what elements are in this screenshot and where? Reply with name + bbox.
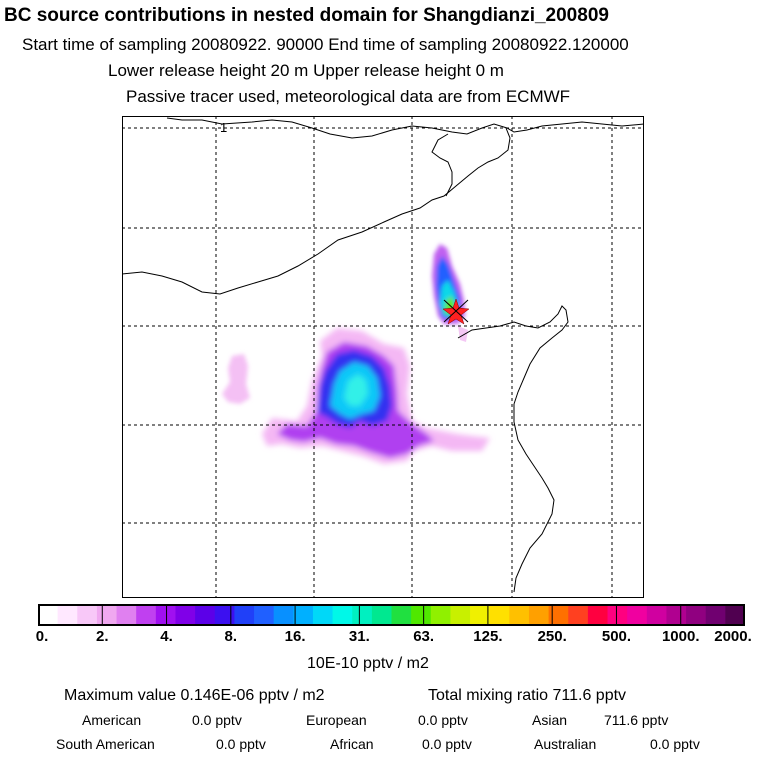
region-asian-value: 711.6 pptv	[604, 712, 669, 728]
colorbar-swatch	[371, 604, 393, 626]
plume-north-tail	[458, 326, 468, 342]
colorbar-swatch	[470, 604, 491, 626]
region-american-value: 0.0 pptv	[192, 712, 242, 728]
colorbar-swatch	[38, 604, 59, 626]
colorbar-swatch	[509, 604, 530, 626]
colorbar-tick-labels: 0. 2. 4. 8. 16. 31. 63. 125. 250. 500. 1000. 2000.	[0, 628, 768, 650]
colorbar-swatch	[254, 604, 275, 626]
colorbar-units: 10E-10 pptv / m2	[307, 655, 429, 672]
colorbar-tick-label: 500.	[601, 628, 632, 645]
region-south-american-value: 0.0 pptv	[216, 736, 266, 752]
plume-south-core	[344, 374, 368, 406]
colorbar-swatch	[312, 604, 334, 626]
colorbar-swatch	[411, 604, 432, 626]
colorbar-swatch	[725, 604, 745, 626]
colorbar-swatch	[155, 604, 177, 626]
colorbar-frame	[38, 604, 745, 626]
colorbar-tick-label: 0.	[35, 628, 49, 645]
colorbar-swatch	[587, 604, 609, 626]
colorbar-swatch	[195, 604, 216, 626]
colorbar-swatch	[686, 604, 707, 626]
colorbar-tick-label: 1000.	[661, 628, 700, 645]
region-european-value: 0.0 pptv	[418, 712, 468, 728]
colorbar-swatch	[548, 604, 569, 626]
colorbar-tick-label: 8.	[224, 628, 238, 645]
colorbar-swatch	[273, 604, 294, 626]
map-title: BC source contributions in nested domain…	[4, 5, 609, 26]
border-mongolia-south	[122, 127, 511, 295]
maximum-value-label: Maximum value 0.146E-06 pptv / m2	[64, 687, 325, 704]
region-european-label: European	[306, 712, 367, 728]
colorbar-swatch	[96, 604, 118, 626]
colorbar-tick-label: 31.	[348, 628, 370, 645]
map-corner-label: 1	[220, 120, 227, 135]
colorbar-swatch	[705, 604, 726, 626]
region-african-value: 0.0 pptv	[422, 736, 472, 752]
colorbar-tick-label: 125.	[473, 628, 503, 645]
colorbar-swatch	[77, 604, 98, 626]
colorbar-swatch	[430, 604, 452, 626]
concentration-plume	[222, 244, 490, 464]
map-panel: 1	[122, 116, 644, 598]
region-american-label: American	[82, 712, 142, 728]
colorbar-swatch	[352, 604, 373, 626]
total-mixing-ratio-label: Total mixing ratio 711.6 pptv	[428, 687, 627, 704]
map-frame	[122, 116, 644, 598]
lat-lon-grid	[122, 116, 644, 598]
colorbar-tick-label: 4.	[160, 628, 173, 645]
colorbar-swatch	[489, 604, 510, 626]
colorbar-swatch	[528, 604, 550, 626]
border-northeast	[431, 133, 453, 197]
region-asian-label: Asian	[532, 712, 568, 728]
colorbar-tick-label: 250.	[537, 628, 567, 645]
colorbar-swatch	[332, 604, 353, 626]
colorbar-swatch	[234, 604, 255, 626]
colorbar-swatch	[568, 604, 589, 626]
colorbar-swatch	[627, 604, 648, 626]
plume-west-patch	[222, 354, 250, 404]
colorbar	[38, 604, 745, 626]
region-african-label: African	[330, 736, 374, 752]
region-australian-value: 0.0 pptv	[650, 736, 700, 752]
colorbar-swatch	[175, 604, 196, 626]
colorbar-swatch	[391, 604, 412, 626]
border-top-left	[166, 117, 644, 139]
colorbar-swatch	[607, 604, 628, 626]
release-height-line: Lower release height 20 m Upper release …	[108, 61, 504, 80]
tracer-info-line: Passive tracer used, meteorological data…	[126, 87, 571, 106]
colorbar-swatch	[450, 604, 471, 626]
region-australian-label: Australian	[534, 736, 597, 752]
colorbar-swatch	[666, 604, 687, 626]
colorbar-swatch	[214, 604, 235, 626]
colorbar-swatch	[646, 604, 668, 626]
colorbar-swatch	[136, 604, 157, 626]
colorbar-swatch	[57, 604, 78, 626]
border-coast-south	[513, 404, 555, 593]
colorbar-tick-label: 2000.	[714, 628, 752, 645]
receptor-star-icon	[442, 298, 470, 325]
colorbar-tick-label: 16.	[284, 628, 306, 645]
colorbar-tick-label: 63.	[413, 628, 435, 645]
region-south-american-label: South American	[56, 736, 155, 752]
sampling-time-line: Start time of sampling 20080922. 90000 E…	[22, 35, 629, 54]
colorbar-swatch	[293, 604, 314, 626]
coastline-borders	[122, 117, 644, 593]
colorbar-swatch	[116, 604, 137, 626]
colorbar-tick-label: 2.	[96, 628, 109, 645]
